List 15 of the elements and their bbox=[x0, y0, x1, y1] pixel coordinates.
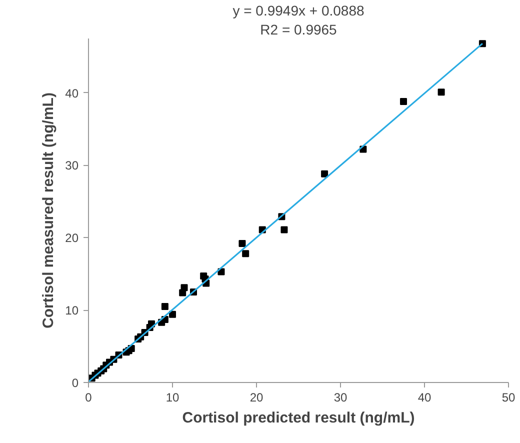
x-tick-label: 0 bbox=[85, 390, 92, 404]
y-tick-label: 30 bbox=[65, 158, 79, 173]
x-tick-label: 10 bbox=[166, 390, 180, 404]
chart-title: y = 0.9949x + 0.0888 bbox=[232, 2, 364, 18]
x-axis-title: Cortisol predicted result (ng/mL) bbox=[182, 410, 415, 426]
x-tick-label: 40 bbox=[418, 390, 432, 404]
y-tick-label: 0 bbox=[72, 376, 79, 390]
y-tick-label: 40 bbox=[65, 86, 79, 100]
x-tick-label: 20 bbox=[250, 390, 264, 404]
y-axis-title: Cortisol measured result (ng/mL) bbox=[40, 92, 58, 328]
y-tick-label: 10 bbox=[65, 304, 79, 318]
x-tick-label: 50 bbox=[502, 390, 516, 404]
chart-subtitle: R2 = 0.9965 bbox=[260, 22, 338, 38]
y-tick-label: 20 bbox=[65, 231, 79, 246]
x-tick-label: 30 bbox=[334, 390, 348, 404]
